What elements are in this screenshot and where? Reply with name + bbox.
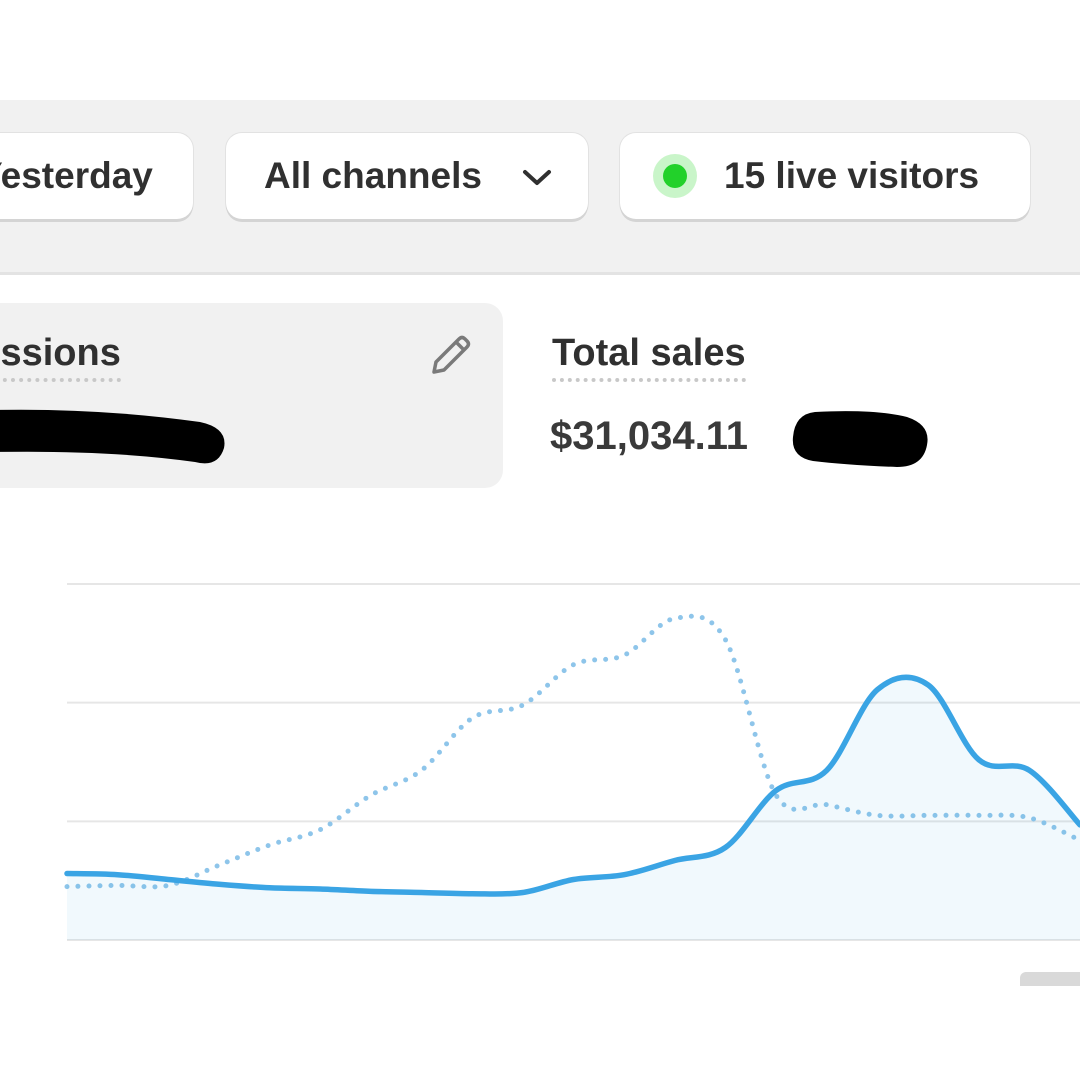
live-visitors-button[interactable]: 15 live visitors (620, 133, 1030, 219)
date-button-label: Yesterday (0, 155, 153, 196)
channel-button[interactable]: All channels (226, 133, 588, 219)
scroll-handle (1020, 972, 1080, 986)
sessions-label: Sessions (0, 330, 121, 382)
sessions-card[interactable] (0, 303, 503, 488)
series-line (64, 674, 1080, 897)
series-line (64, 613, 1080, 890)
total-sales-label: Total sales (552, 330, 746, 382)
channel-button-label: All channels (264, 155, 482, 196)
chart (64, 583, 1080, 941)
area (67, 677, 1080, 940)
live-dot (663, 164, 687, 188)
date-button[interactable]: Yesterday (0, 133, 193, 219)
edit-icon[interactable] (426, 332, 474, 380)
total-sales-value: $31,034.11 (550, 414, 748, 458)
redaction (792, 411, 928, 467)
live-visitors-label: 15 live visitors (724, 155, 980, 196)
redaction (0, 409, 225, 464)
chevron-icon (523, 170, 551, 185)
